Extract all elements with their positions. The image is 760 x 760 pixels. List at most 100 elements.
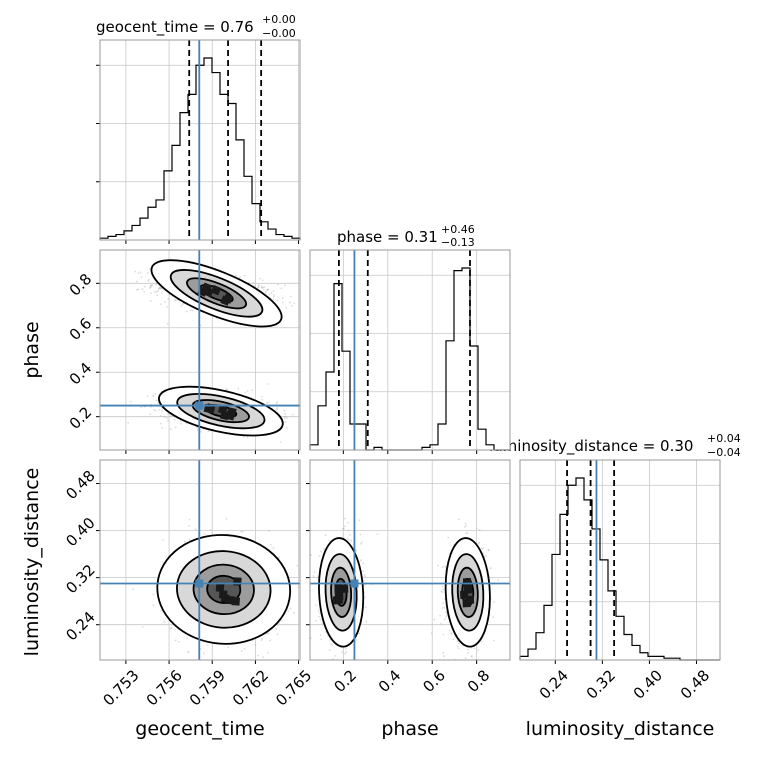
sample-point [154,409,157,412]
sample-point [482,547,485,550]
sample-point [257,286,260,289]
sample-point [338,661,340,663]
sample-point [261,398,263,401]
sample-point [283,415,286,418]
sample-point [465,524,468,527]
sample-point [266,652,269,654]
sample-point [161,538,164,541]
sample-point [260,285,263,288]
sample-point [444,611,447,613]
sample-point [167,420,169,422]
panel-background [520,460,720,660]
density-contours [444,537,491,648]
x-tick-label: 0.4 [375,666,405,696]
sample-point [448,629,451,632]
sample-point [478,528,481,531]
sample-point [161,561,164,564]
sample-point [150,285,152,287]
sample-point [328,539,331,542]
sample-point [179,420,182,422]
sample-point [324,534,327,537]
sample-point [227,646,230,649]
sample-point [358,560,361,563]
sample-point [267,632,270,635]
sample-point [276,400,279,403]
sample-point [301,614,303,616]
sample-point [242,436,245,438]
sample-point [480,640,483,643]
sample-point [149,285,152,288]
sample-point [158,286,161,289]
sample-point [344,652,346,655]
sample-point [188,538,191,541]
panel-frame [519,459,721,661]
sample-point [437,564,440,567]
x-tick-label: 0.8 [464,666,494,696]
sample-point [149,413,152,416]
title-luminosity-distance-sup: +0.04 [707,432,741,445]
sample-point [313,571,316,574]
sample-point [166,306,168,308]
sample-point [164,301,166,303]
sample-point [355,549,358,552]
sample-point [136,288,138,291]
density-cell [210,284,222,296]
sample-point [169,627,172,630]
sample-point [307,580,309,582]
sample-point [467,652,469,654]
sample-point [169,428,172,430]
sample-point [252,281,255,284]
sample-point [328,649,331,652]
title-phase-sup: +0.46 [441,223,475,236]
sample-point [263,286,266,289]
sample-point [162,620,165,623]
sample-point [470,655,473,658]
sample-point [196,429,199,432]
sample-point [260,395,263,398]
sample-point [154,392,157,395]
sample-point [343,527,345,530]
sample-point [439,614,442,617]
sample-point [266,289,269,291]
sample-point [362,579,365,582]
sample-point [127,421,130,424]
sample-point [303,311,305,313]
density-cell [220,594,230,603]
panel-content [100,460,309,660]
sample-point [296,564,299,567]
sample-point [272,290,275,292]
x-tick-label: 0.765 [272,666,315,709]
panel-frame [309,459,511,661]
histogram-luminosity-distance [519,459,721,664]
sample-point [345,651,348,654]
histogram-phase [309,249,511,454]
sample-point [330,643,332,645]
sample-point [188,518,191,521]
sample-point [155,290,158,293]
sample-point [458,642,460,645]
sample-point [156,294,159,297]
sample-point [290,295,292,298]
sample-point [355,638,358,641]
sample-point [139,271,142,274]
sample-point [174,299,177,301]
sample-point [441,566,444,569]
sample-point [270,291,273,294]
sample-point [88,270,90,272]
sample-point [151,284,154,286]
sample-point [186,637,188,639]
sample-point [318,615,320,618]
sample-point [261,286,264,289]
sample-point [150,292,153,295]
sample-point [320,638,323,641]
sample-point [258,277,261,280]
sample-point [319,618,322,621]
panel-frame [99,459,301,661]
sample-point [477,648,480,651]
sample-point [258,284,261,287]
x-axis-label-phase: phase [381,718,438,740]
sample-point [276,407,279,409]
density-contours [156,534,292,645]
sample-point [286,417,288,419]
